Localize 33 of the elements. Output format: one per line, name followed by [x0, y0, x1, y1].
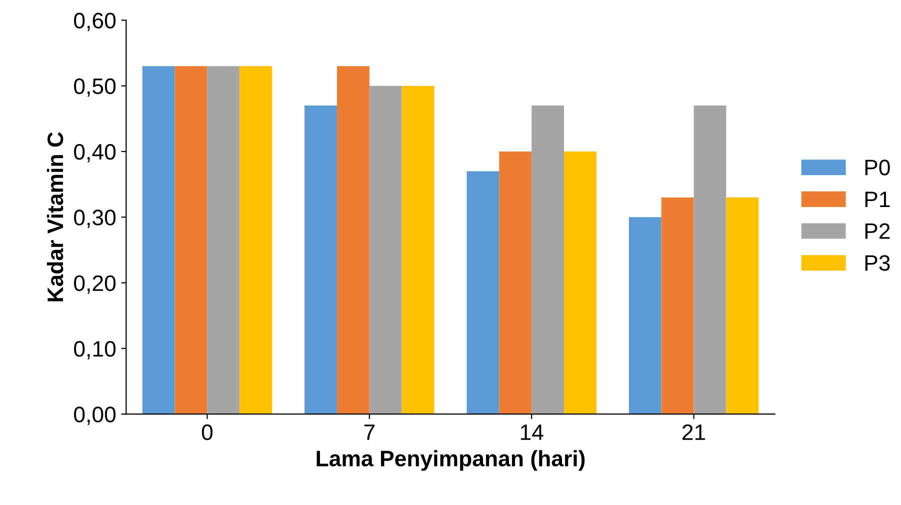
bar [564, 152, 596, 414]
x-tick-label: 0 [202, 424, 213, 440]
x-tick-label: 21 [682, 424, 706, 440]
bar [628, 217, 662, 414]
legend-label: P1 [865, 192, 890, 207]
y-tick-label: 0,30 [74, 210, 116, 228]
legend-label: P2 [865, 223, 890, 239]
bar [726, 197, 759, 414]
x-tick-label: 7 [364, 424, 374, 440]
bar [240, 66, 272, 414]
legend-label: P3 [865, 255, 890, 271]
bar [499, 152, 532, 414]
bar [369, 86, 402, 414]
y-tick-label: 0,40 [74, 144, 116, 162]
bar [336, 66, 370, 414]
y-tick-label: 0,50 [74, 78, 116, 97]
legend-label: P0 [865, 160, 890, 176]
x-axis-title: Lama Penyimpanan (hari) [316, 450, 585, 471]
y-axis-title: Kadar Vitamin C [46, 132, 64, 302]
bar [174, 66, 208, 414]
y-tick-label: 0,00 [74, 406, 116, 425]
bar [466, 171, 500, 414]
bar [661, 197, 694, 414]
y-tick-label: 0,10 [74, 340, 116, 360]
bar [142, 66, 175, 414]
bar [207, 66, 240, 414]
bar [402, 86, 434, 414]
y-tick-label: 0,20 [74, 275, 116, 294]
bar [304, 106, 337, 414]
bar [532, 106, 564, 414]
x-tick-label: 14 [520, 424, 544, 440]
y-tick-label: 0,60 [74, 12, 116, 32]
bar [694, 106, 726, 414]
